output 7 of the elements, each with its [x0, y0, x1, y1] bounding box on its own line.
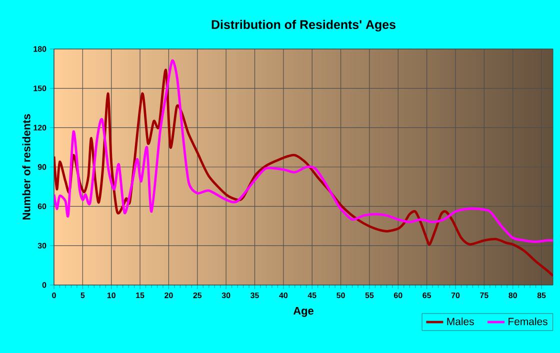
x-axis-title: Age: [293, 307, 314, 317]
legend-label: Males: [447, 318, 474, 326]
chart-title: Distribution of Residents' Ages: [212, 20, 396, 32]
line-series: [54, 68, 554, 278]
y-axis-title: Number of residents: [22, 114, 30, 220]
legend-label: Females: [508, 318, 548, 326]
line-series: [54, 60, 554, 243]
